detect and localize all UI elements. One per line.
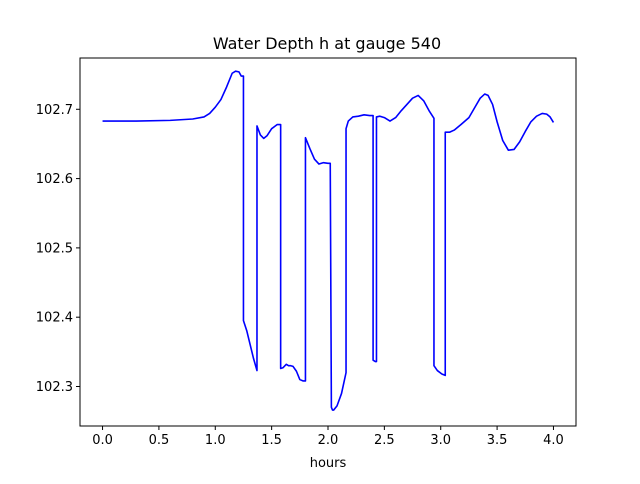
x-tick-label: 3.5 (487, 433, 508, 448)
x-tick-label: 0.5 (149, 433, 170, 448)
x-tick-label: 1.5 (261, 433, 282, 448)
x-tick-label: 1.0 (205, 433, 226, 448)
axes-frame (79, 57, 577, 427)
x-tick-label: 2.5 (374, 433, 395, 448)
x-tick-label: 2.0 (318, 433, 339, 448)
y-tick-label: 102.5 (36, 241, 73, 256)
x-tick-label: 4.0 (543, 433, 564, 448)
x-axis-label: hours (310, 456, 347, 471)
x-tick-label: 0.0 (92, 433, 113, 448)
y-tick-label: 102.7 (36, 103, 73, 118)
chart-title: Water Depth h at gauge 540 (213, 34, 441, 53)
x-tick-label: 3.0 (430, 433, 451, 448)
series-line-0 (102, 70, 555, 411)
plot-area: 0.0 0.5 1.0 1.5 2.0 2.5 3.0 3.5 4.0 102.3 102.4 102… (36, 57, 577, 448)
y-tick-label: 102.4 (36, 311, 73, 326)
y-tick-label: 102.3 (36, 380, 73, 395)
y-tick-label: 102.6 (36, 172, 73, 187)
